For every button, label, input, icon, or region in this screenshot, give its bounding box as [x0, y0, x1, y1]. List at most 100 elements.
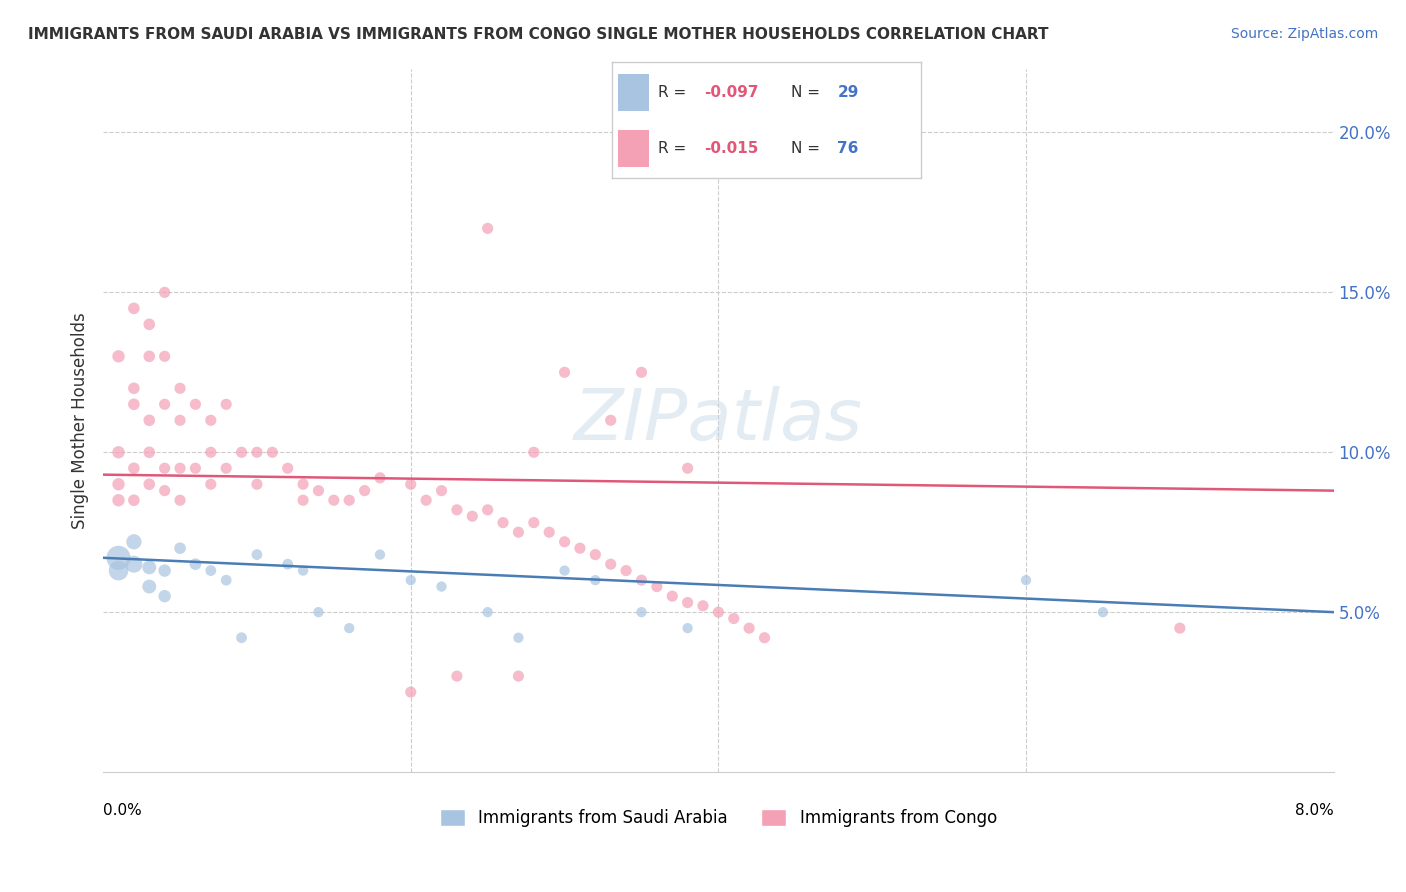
- Text: ZIPatlas: ZIPatlas: [574, 385, 863, 455]
- Point: [492, 516, 515, 530]
- Point: [477, 221, 499, 235]
- Point: [169, 381, 191, 395]
- Text: R =: R =: [658, 141, 692, 156]
- Point: [292, 493, 315, 508]
- Point: [676, 461, 699, 475]
- Point: [523, 445, 546, 459]
- Point: [215, 573, 238, 587]
- Point: [446, 669, 468, 683]
- Point: [1015, 573, 1038, 587]
- Point: [277, 557, 299, 571]
- Point: [169, 461, 191, 475]
- Point: [200, 445, 222, 459]
- Text: N =: N =: [792, 85, 825, 100]
- Point: [692, 599, 714, 613]
- Point: [554, 365, 576, 379]
- Point: [508, 669, 530, 683]
- Text: 8.0%: 8.0%: [1295, 803, 1334, 818]
- Point: [599, 557, 621, 571]
- Point: [446, 503, 468, 517]
- Point: [415, 493, 437, 508]
- Text: -0.015: -0.015: [704, 141, 759, 156]
- Point: [277, 461, 299, 475]
- Point: [169, 493, 191, 508]
- Point: [153, 349, 176, 363]
- Point: [215, 397, 238, 411]
- Point: [138, 318, 160, 332]
- Point: [122, 534, 145, 549]
- Point: [122, 493, 145, 508]
- Point: [353, 483, 375, 498]
- Point: [430, 483, 453, 498]
- Point: [122, 397, 145, 411]
- Legend: Immigrants from Saudi Arabia, Immigrants from Congo: Immigrants from Saudi Arabia, Immigrants…: [433, 803, 1004, 834]
- Point: [153, 483, 176, 498]
- Point: [1091, 605, 1114, 619]
- Y-axis label: Single Mother Households: Single Mother Households: [72, 312, 89, 529]
- Point: [538, 525, 561, 540]
- Point: [200, 413, 222, 427]
- Point: [508, 525, 530, 540]
- Point: [107, 564, 129, 578]
- Point: [399, 573, 422, 587]
- Point: [723, 611, 745, 625]
- Text: Source: ZipAtlas.com: Source: ZipAtlas.com: [1230, 27, 1378, 41]
- Point: [200, 564, 222, 578]
- Point: [153, 285, 176, 300]
- Bar: [617, 129, 648, 167]
- Point: [138, 413, 160, 427]
- Point: [246, 477, 269, 491]
- Point: [231, 445, 253, 459]
- Point: [645, 580, 668, 594]
- Point: [231, 631, 253, 645]
- Point: [599, 413, 621, 427]
- Point: [107, 493, 129, 508]
- Text: 0.0%: 0.0%: [103, 803, 142, 818]
- Point: [1168, 621, 1191, 635]
- Point: [754, 631, 776, 645]
- Point: [477, 503, 499, 517]
- Point: [676, 621, 699, 635]
- Point: [262, 445, 284, 459]
- Point: [399, 685, 422, 699]
- Point: [169, 413, 191, 427]
- Point: [184, 461, 207, 475]
- Point: [630, 573, 652, 587]
- Point: [184, 397, 207, 411]
- Point: [477, 605, 499, 619]
- Point: [184, 557, 207, 571]
- Point: [153, 589, 176, 603]
- Point: [676, 596, 699, 610]
- Point: [322, 493, 344, 508]
- Point: [568, 541, 591, 556]
- Point: [122, 557, 145, 571]
- Point: [153, 397, 176, 411]
- Point: [308, 483, 330, 498]
- Text: N =: N =: [792, 141, 825, 156]
- Point: [169, 541, 191, 556]
- Bar: [617, 74, 648, 112]
- Point: [614, 564, 637, 578]
- Point: [122, 461, 145, 475]
- Point: [583, 573, 606, 587]
- Point: [554, 564, 576, 578]
- Point: [138, 560, 160, 574]
- Point: [661, 589, 683, 603]
- Point: [292, 564, 315, 578]
- Point: [138, 580, 160, 594]
- Point: [292, 477, 315, 491]
- Point: [399, 477, 422, 491]
- Point: [523, 516, 546, 530]
- Point: [368, 548, 391, 562]
- Point: [138, 477, 160, 491]
- Point: [246, 445, 269, 459]
- Point: [308, 605, 330, 619]
- Point: [138, 445, 160, 459]
- Point: [430, 580, 453, 594]
- Text: R =: R =: [658, 85, 692, 100]
- Point: [153, 564, 176, 578]
- Point: [138, 349, 160, 363]
- Point: [707, 605, 730, 619]
- Point: [246, 548, 269, 562]
- Point: [368, 471, 391, 485]
